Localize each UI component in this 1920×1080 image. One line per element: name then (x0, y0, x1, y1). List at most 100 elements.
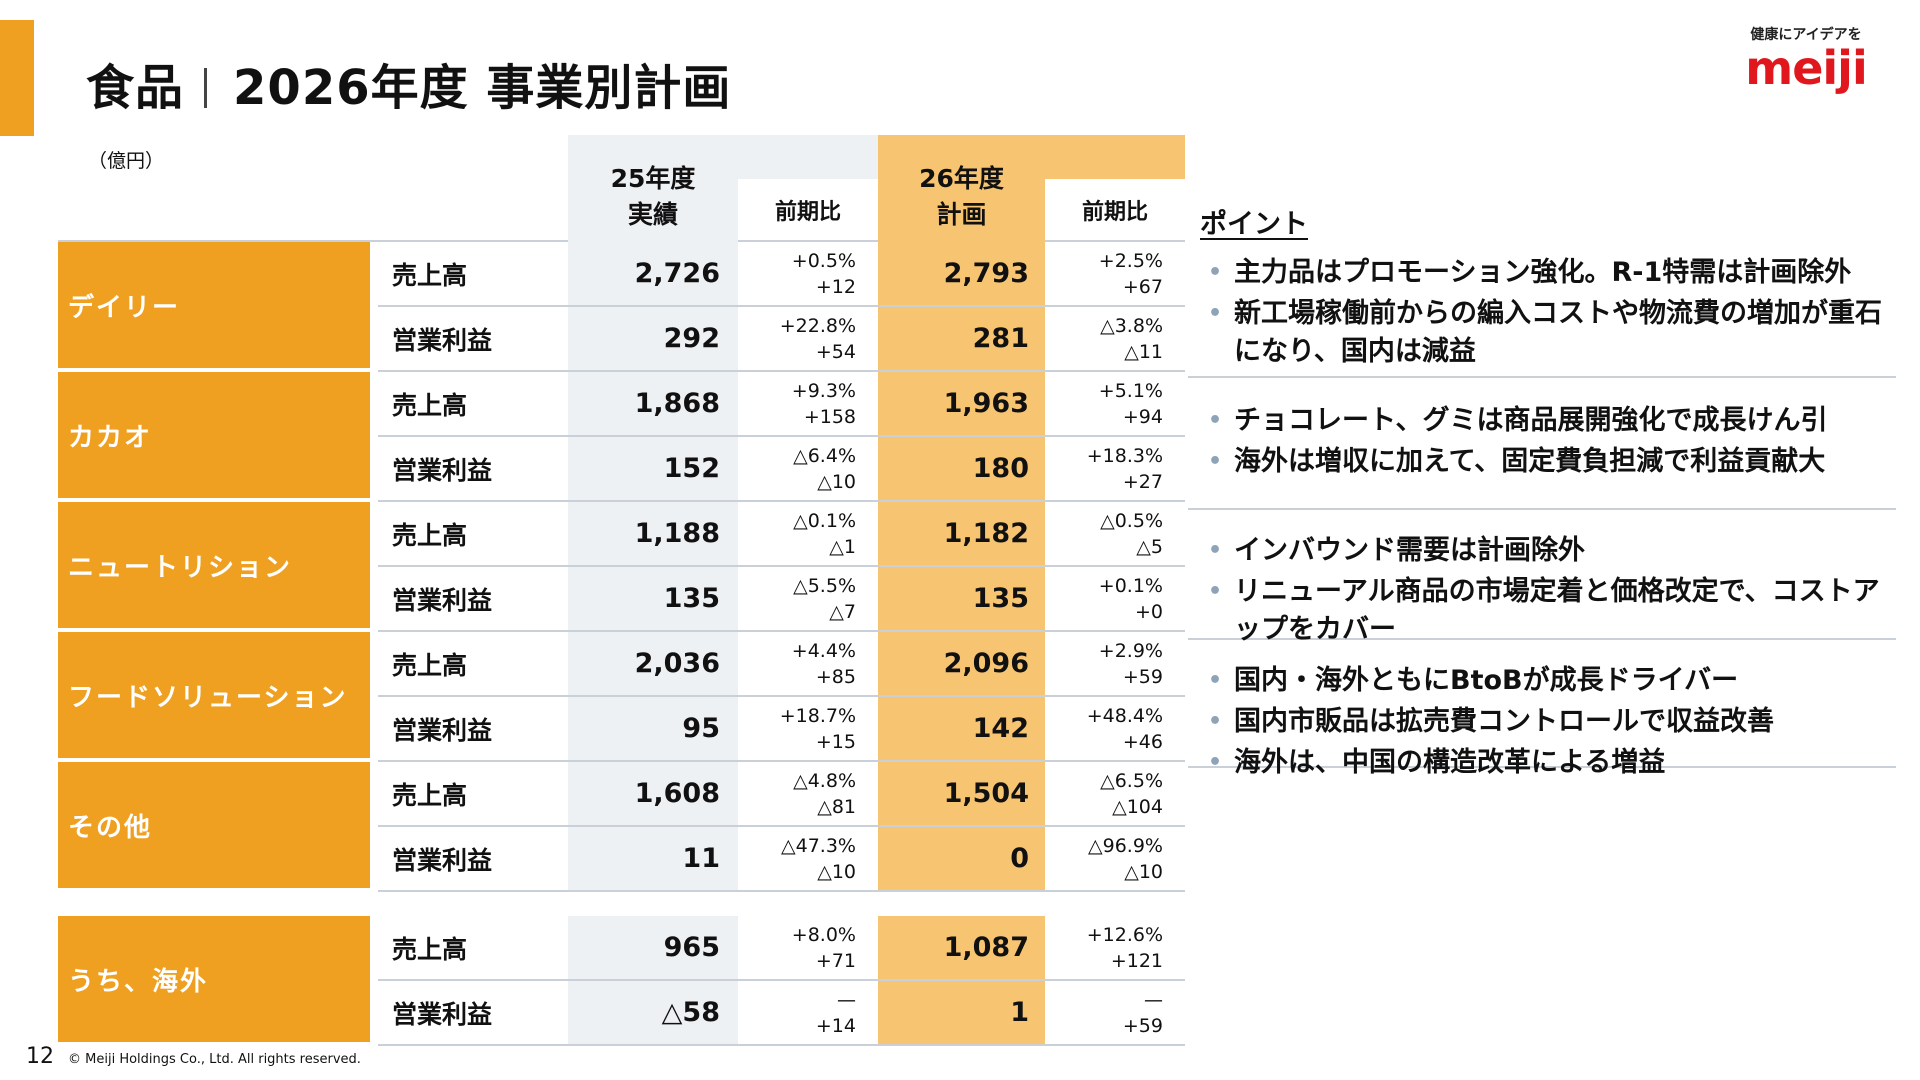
actual-change: +9.3% +158 (738, 372, 878, 437)
plan-change: +48.4% +46 (1045, 697, 1185, 762)
metric-label: 営業利益 (378, 827, 568, 892)
segment-table: 25年度 実績 26年度 計画 前期比 前期比 デイリー 売上高 2,726 +0.5% +12 2,… (58, 135, 1185, 1046)
actual-change-pct: △0.1% (793, 509, 856, 532)
spacer-cell (1045, 892, 1185, 916)
plan-change-abs: △104 (1112, 795, 1163, 818)
plan-change-pct: +2.5% (1098, 249, 1163, 272)
actual-change: △5.5% △7 (738, 567, 878, 632)
actual-value: 1,608 (568, 762, 738, 827)
header-actual-line1: 25年度 (610, 163, 696, 193)
header-blank (58, 179, 378, 242)
segment-name: フードソリューション (58, 632, 378, 762)
actual-change: △6.4% △10 (738, 437, 878, 502)
page-title: 食品 2026年度 事業別計画 (86, 48, 731, 118)
plan-value: 1,087 (878, 916, 1045, 981)
plan-change-abs: +59 (1122, 1014, 1163, 1037)
title-main: 2026年度 事業別計画 (233, 60, 732, 116)
plan-change-abs: △10 (1124, 860, 1163, 883)
actual-value: 965 (568, 916, 738, 981)
metric-label: 営業利益 (378, 307, 568, 372)
point-item: インバウンド需要は計画除外 (1202, 532, 1896, 570)
table-row: その他 売上高 1,608 △4.8% △81 1,504 △6.5% △104 (58, 762, 1185, 892)
plan-value: 281 (878, 307, 1045, 372)
spacer-cell (58, 892, 378, 916)
actual-change-abs: △81 (817, 795, 856, 818)
point-item: 主力品はプロモーション強化。R-1特需は計画除外 (1202, 254, 1896, 292)
actual-change-pct: △47.3% (781, 834, 856, 857)
actual-change-pct: +18.7% (779, 704, 856, 727)
logo-tagline: 健康にアイデアを (1750, 27, 1862, 43)
actual-change: △47.3% △10 (738, 827, 878, 892)
plan-value: 142 (878, 697, 1045, 762)
spacer-cell (568, 892, 738, 916)
plan-value: 1,504 (878, 762, 1045, 827)
plan-change: △6.5% △104 (1045, 762, 1185, 827)
company-logo: 健康にアイデアを meiji (1736, 24, 1876, 92)
header-actual-line2: 実績 (627, 199, 678, 229)
point-item: 海外は増収に加えて、固定費負担減で利益貢献大 (1202, 443, 1896, 481)
actual-change-abs: +12 (815, 275, 856, 298)
actual-change: +8.0% +71 (738, 916, 878, 981)
plan-value: 2,096 (878, 632, 1045, 697)
plan-change-pct: +12.6% (1086, 923, 1163, 946)
header-blank (378, 135, 568, 179)
plan-change-pct: +2.9% (1098, 639, 1163, 662)
metric-label: 売上高 (378, 632, 568, 697)
table-row: 営業利益 11 △47.3% △10 0 △96.9% △10 (58, 827, 1185, 892)
actual-value: 292 (568, 307, 738, 372)
segment-name: ニュートリション (58, 502, 378, 632)
plan-value: 135 (878, 567, 1045, 632)
actual-change-abs: +14 (815, 1014, 856, 1037)
actual-change-pct: +9.3% (791, 379, 856, 402)
table-row: うち、海外 売上高 965 +8.0% +71 1,087 +12.6% +121 (58, 916, 1185, 1046)
plan-change-abs: +0 (1134, 600, 1163, 623)
points-group: インバウンド需要は計画除外リニューアル商品の市場定着と価格改定で、コストアップを… (1188, 518, 1896, 645)
table-row: 営業利益 135 △5.5% △7 135 +0.1% +0 (58, 567, 1185, 632)
actual-value: 1,188 (568, 502, 738, 567)
header-actual-change: 前期比 (738, 179, 878, 242)
plan-value: 1,182 (878, 502, 1045, 567)
points-list: チョコレート、グミは商品展開強化で成長けん引海外は増収に加えて、固定費負担減で利… (1202, 402, 1896, 481)
unit-label: （億円） (88, 150, 165, 172)
spacer-cell (878, 892, 1045, 916)
point-item: 国内・海外ともにBtoBが成長ドライバー (1202, 662, 1896, 700)
header-plan-change-top (1045, 135, 1185, 179)
points-list: 国内・海外ともにBtoBが成長ドライバー国内市販品は拡売費コントロールで収益改善… (1202, 662, 1896, 782)
plan-value: 0 (878, 827, 1045, 892)
actual-change-pct: △6.4% (793, 444, 856, 467)
plan-change: +0.1% +0 (1045, 567, 1185, 632)
plan-change-pct: +48.4% (1086, 704, 1163, 727)
plan-change-pct: +18.3% (1086, 444, 1163, 467)
actual-change-abs: △10 (817, 860, 856, 883)
actual-change-pct: +8.0% (791, 923, 856, 946)
logo-wordmark: meiji (1745, 41, 1867, 95)
plan-value: 1 (878, 981, 1045, 1046)
actual-value: 1,868 (568, 372, 738, 437)
actual-value: 2,726 (568, 242, 738, 307)
segment-name: カカオ (58, 372, 378, 502)
plan-change-abs: △5 (1136, 535, 1163, 558)
header-actual: 25年度実績 (568, 135, 738, 242)
actual-change-pct: △5.5% (793, 574, 856, 597)
plan-change-abs: +67 (1122, 275, 1163, 298)
table-row: デイリー 売上高 2,726 +0.5% +12 2,793 +2.5% +67 (58, 242, 1185, 372)
actual-change-abs: △7 (829, 600, 856, 623)
header-plan: 26年度 計画 (878, 135, 1045, 242)
actual-change: +0.5% +12 (738, 242, 878, 307)
page-number: 12 (26, 1044, 54, 1069)
actual-change: +22.8% +54 (738, 307, 878, 372)
actual-change: △0.1% △1 (738, 502, 878, 567)
plan-change: +5.1% +94 (1045, 372, 1185, 437)
actual-value: △58 (568, 981, 738, 1046)
points-group: 国内・海外ともにBtoBが成長ドライバー国内市販品は拡売費コントロールで収益改善… (1188, 648, 1896, 782)
actual-value: 95 (568, 697, 738, 762)
metric-label: 営業利益 (378, 437, 568, 502)
actual-change-abs: +85 (815, 665, 856, 688)
plan-change: △3.8% △11 (1045, 307, 1185, 372)
plan-change: △0.5% △5 (1045, 502, 1185, 567)
metric-label: 営業利益 (378, 981, 568, 1046)
actual-change: — +14 (738, 981, 878, 1046)
table-row: 営業利益 △58 — +14 1 — +59 (58, 981, 1185, 1046)
point-item: 国内市販品は拡売費コントロールで収益改善 (1202, 703, 1896, 741)
actual-change-pct: +4.4% (791, 639, 856, 662)
